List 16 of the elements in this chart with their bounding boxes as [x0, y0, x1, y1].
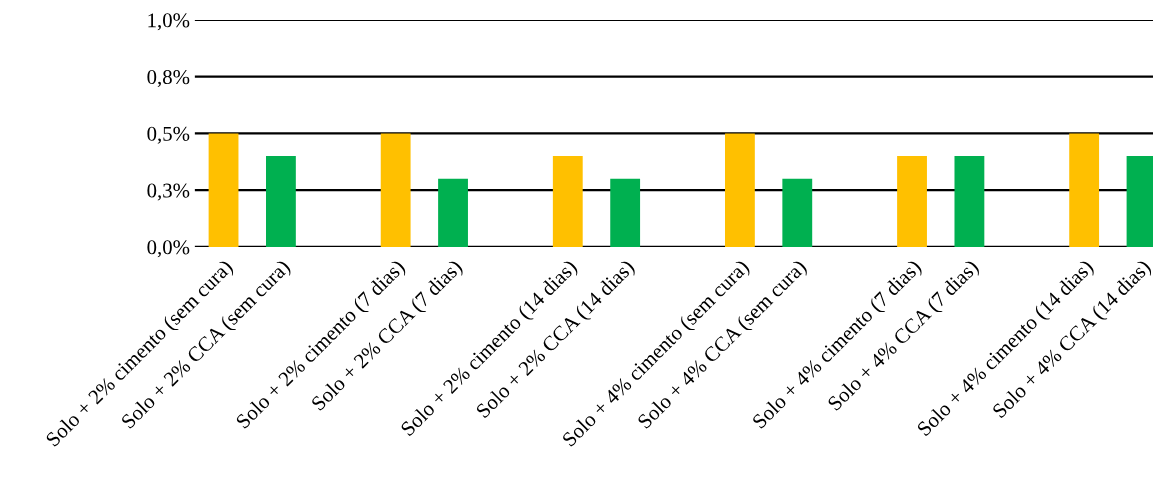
- y-tick-label: 1,0%: [148, 13, 190, 31]
- bar: [380, 133, 411, 247]
- y-tick-label: 0,5%: [147, 126, 190, 144]
- bar: [724, 133, 755, 247]
- bar: [208, 133, 239, 247]
- bar: [954, 156, 985, 247]
- y-tick-label: 0,0%: [147, 240, 190, 258]
- bar: [1069, 133, 1100, 247]
- bar: [897, 156, 927, 247]
- bar: [552, 156, 583, 247]
- bar: [438, 178, 468, 247]
- bar: [266, 156, 296, 247]
- bar: [610, 178, 641, 247]
- y-tick-label: 0,8%: [147, 70, 190, 88]
- y-tick-label: 0,3%: [147, 183, 190, 201]
- bar: [782, 178, 813, 247]
